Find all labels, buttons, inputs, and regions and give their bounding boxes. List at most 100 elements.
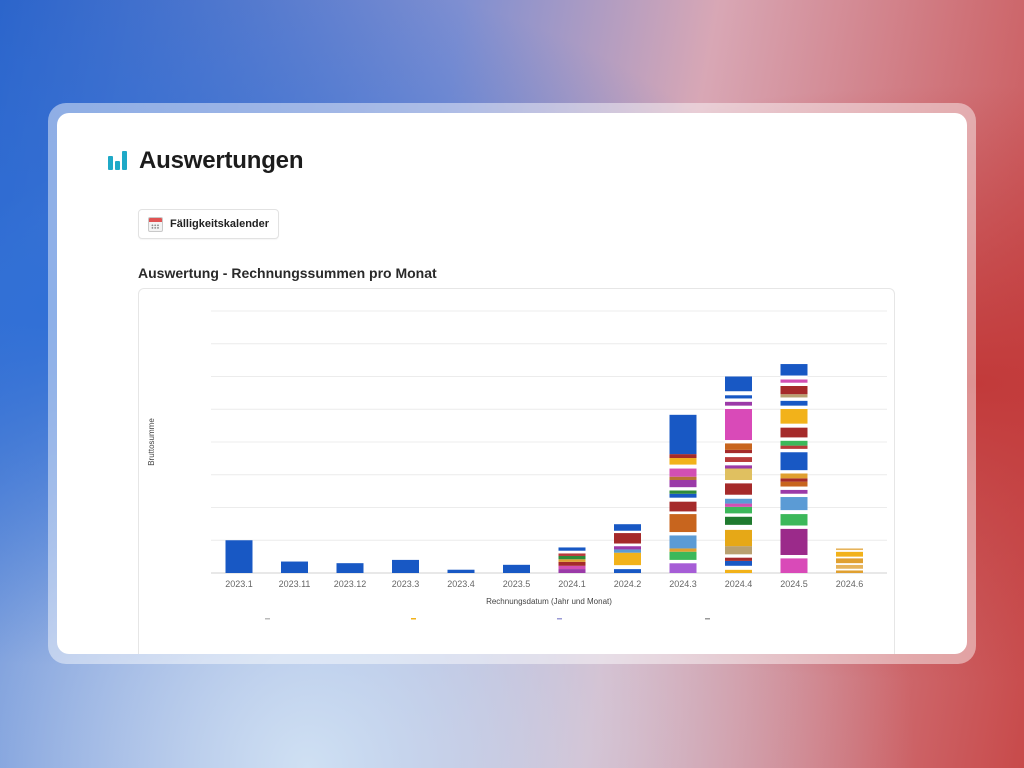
bar-segment[interactable] xyxy=(780,385,808,395)
bar-segment[interactable] xyxy=(669,493,697,498)
bar-segment[interactable] xyxy=(669,532,697,536)
bar-segment[interactable] xyxy=(725,453,752,458)
bar-segment[interactable] xyxy=(614,524,641,531)
bar-segment[interactable] xyxy=(725,391,752,396)
bar-segment[interactable] xyxy=(780,470,808,474)
bar-segment[interactable] xyxy=(780,364,808,376)
bar-segment[interactable] xyxy=(836,550,863,552)
bar-segment[interactable] xyxy=(725,449,752,454)
bar-segment[interactable] xyxy=(780,408,808,424)
bar-segment[interactable] xyxy=(780,493,808,498)
bar-segment[interactable] xyxy=(558,561,586,566)
bar-segment[interactable] xyxy=(780,473,808,479)
bar-segment[interactable] xyxy=(558,569,586,573)
bar-segment[interactable] xyxy=(836,570,863,573)
bar-segment[interactable] xyxy=(392,559,419,573)
bar-segment[interactable] xyxy=(780,558,808,573)
bar-segment[interactable] xyxy=(780,405,808,409)
bar-segment[interactable] xyxy=(725,560,752,566)
bar-segment[interactable] xyxy=(614,565,641,570)
bar-segment[interactable] xyxy=(836,568,863,571)
bar-segment[interactable] xyxy=(558,547,586,551)
bar-segment[interactable] xyxy=(669,414,697,455)
bar-segment[interactable] xyxy=(725,498,752,504)
bar-segment[interactable] xyxy=(669,479,697,488)
bar-segment[interactable] xyxy=(614,546,641,550)
bar-segment[interactable] xyxy=(503,564,530,573)
bar-segment[interactable] xyxy=(836,556,863,559)
bar-segment[interactable] xyxy=(558,555,586,560)
bar-segment[interactable] xyxy=(780,379,808,383)
bar-segment[interactable] xyxy=(725,395,752,399)
bar-segment[interactable] xyxy=(780,510,808,515)
bar-segment[interactable] xyxy=(725,461,752,466)
bar-segment[interactable] xyxy=(725,465,752,469)
bar-segment[interactable] xyxy=(780,440,808,446)
bar-segment[interactable] xyxy=(780,554,808,559)
bar-segment[interactable] xyxy=(669,551,697,560)
bar-segment[interactable] xyxy=(780,448,808,453)
bar-segment[interactable] xyxy=(725,554,752,558)
bar-segment[interactable] xyxy=(725,443,752,450)
bar-segment[interactable] xyxy=(614,549,641,553)
bar-segment[interactable] xyxy=(558,565,586,570)
bar-segment[interactable] xyxy=(558,559,586,562)
bar-segment[interactable] xyxy=(669,464,697,469)
bar-segment[interactable] xyxy=(669,490,697,494)
bar-segment[interactable] xyxy=(614,552,641,566)
bar-segment[interactable] xyxy=(614,543,641,547)
bar-segment[interactable] xyxy=(725,376,752,392)
bar-segment[interactable] xyxy=(780,394,808,398)
bar-segment[interactable] xyxy=(780,481,808,487)
bar-segment[interactable] xyxy=(725,440,752,444)
bar-segment[interactable] xyxy=(558,553,586,556)
bar-segment[interactable] xyxy=(558,550,586,554)
bar-segment[interactable] xyxy=(669,535,697,549)
bar-segment[interactable] xyxy=(780,528,808,555)
bar-segment[interactable] xyxy=(725,524,752,530)
bar-segment[interactable] xyxy=(669,501,697,512)
bar-segment[interactable] xyxy=(780,525,808,529)
bar-segment[interactable] xyxy=(725,401,752,406)
bar-segment[interactable] xyxy=(836,551,863,557)
bar-segment[interactable] xyxy=(780,452,808,471)
bar-segment[interactable] xyxy=(780,514,808,526)
bar-segment[interactable] xyxy=(725,513,752,517)
bar-segment[interactable] xyxy=(836,548,863,551)
bar-segment[interactable] xyxy=(614,533,641,544)
bar-segment[interactable] xyxy=(669,476,697,480)
bar-segment[interactable] xyxy=(225,540,253,573)
bar-segment[interactable] xyxy=(725,408,752,441)
bar-segment[interactable] xyxy=(780,445,808,449)
bar-segment[interactable] xyxy=(725,529,752,547)
bar-segment[interactable] xyxy=(780,400,808,406)
bar-segment[interactable] xyxy=(836,563,863,565)
bar-segment[interactable] xyxy=(669,559,697,564)
bar-segment[interactable] xyxy=(780,382,808,386)
bar-segment[interactable] xyxy=(725,494,752,499)
bar-segment[interactable] xyxy=(725,506,752,514)
bar-segment[interactable] xyxy=(725,405,752,409)
bar-segment[interactable] xyxy=(669,514,697,533)
bar-segment[interactable] xyxy=(669,563,697,573)
bar-segment[interactable] xyxy=(447,569,475,573)
bar-segment[interactable] xyxy=(725,546,752,555)
bar-segment[interactable] xyxy=(669,548,697,552)
bar-segment[interactable] xyxy=(725,516,752,525)
bar-segment[interactable] xyxy=(725,503,752,507)
bar-segment[interactable] xyxy=(780,486,808,490)
bar-segment[interactable] xyxy=(669,468,697,477)
bar-segment[interactable] xyxy=(836,558,863,564)
bar-segment[interactable] xyxy=(780,375,808,380)
bar-segment[interactable] xyxy=(669,511,697,515)
bar-segment[interactable] xyxy=(614,569,641,573)
bar-segment[interactable] xyxy=(281,561,308,573)
bar-segment[interactable] xyxy=(669,487,697,491)
bar-segment[interactable] xyxy=(669,454,697,459)
bar-segment[interactable] xyxy=(725,479,752,484)
bar-segment[interactable] xyxy=(780,497,808,511)
bar-segment[interactable] xyxy=(780,397,808,401)
bar-segment[interactable] xyxy=(669,497,697,502)
bar-segment[interactable] xyxy=(336,563,364,573)
bar-segment[interactable] xyxy=(725,569,752,573)
